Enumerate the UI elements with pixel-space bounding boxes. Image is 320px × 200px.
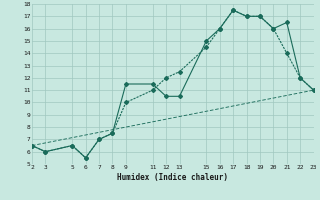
X-axis label: Humidex (Indice chaleur): Humidex (Indice chaleur) (117, 173, 228, 182)
